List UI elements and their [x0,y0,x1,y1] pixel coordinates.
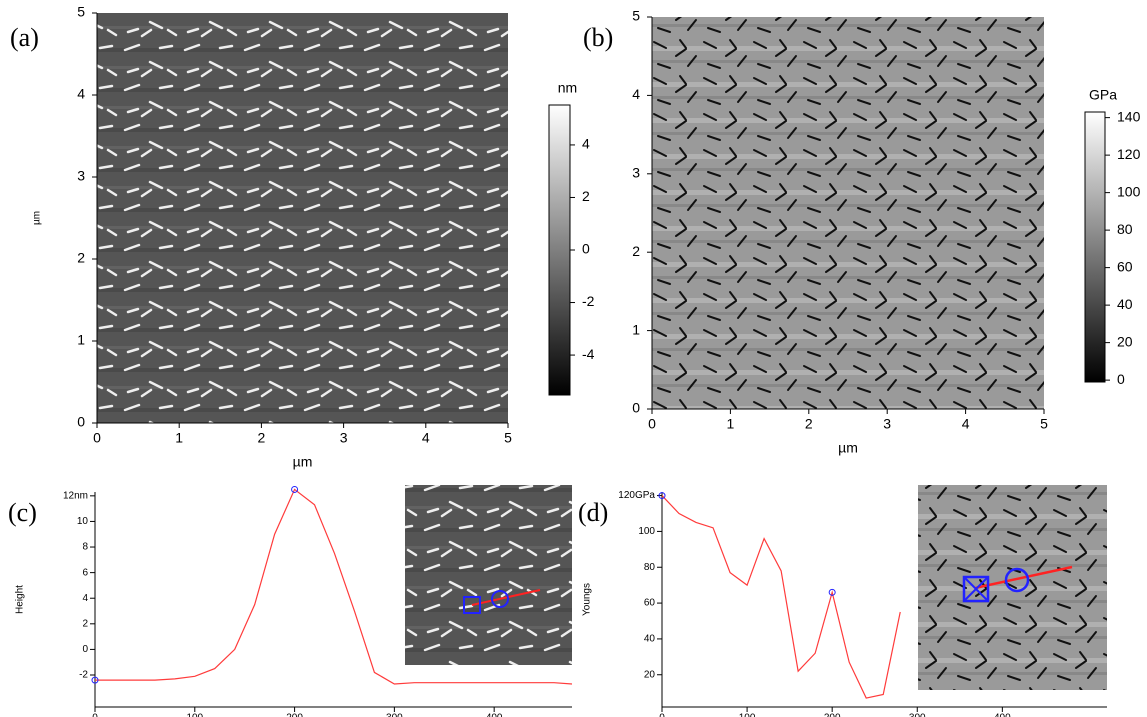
inset-c [405,485,572,665]
y-tick-label: 100 [638,526,655,537]
y-tick-label: 1 [77,332,85,348]
y-tick-label: 3 [77,168,85,184]
y-tick-label: 0 [82,644,88,655]
x-tick-label: 1 [727,416,735,432]
y-axis-label: µm [32,211,43,225]
y-tick-label: 6 [82,567,88,578]
y-tick-label: 2 [77,250,85,266]
x-tick-label: 200 [286,713,303,717]
colorbar-tick-label: 60 [1117,258,1133,274]
y-tick-label: 20 [644,669,656,680]
inset-d [918,485,1107,690]
y-axis-label: Height [15,585,26,614]
colorbar-tick-label: 80 [1117,221,1133,237]
x-tick-label: 3 [340,430,348,446]
afm-image [652,17,1044,409]
x-axis-label: µm [838,440,858,456]
y-tick-label: 0 [77,414,85,430]
cursor-marker [828,588,836,596]
colorbar-tick-label: 2 [582,188,590,204]
x-tick-label: 300 [909,713,926,717]
cursor-marker [91,676,99,684]
panel-label: (d) [578,498,608,527]
y-tick-label: 2 [632,243,640,259]
y-tick-label: 60 [644,598,656,609]
x-tick-label: 0 [93,430,101,446]
colorbar-tick-label: -2 [582,293,595,309]
colorbar-tick-label: -4 [582,346,595,362]
colorbar-tick-label: 140 [1117,108,1141,124]
colorbar [548,104,571,396]
y-tick-label: 5 [632,8,640,24]
x-tick-label: 200 [824,713,841,717]
panel-label: (a) [10,23,39,52]
x-tick-label: 0 [92,713,98,717]
y-tick-label: 80 [644,562,656,573]
x-axis-label: µm [293,454,313,470]
x-tick-label: 3 [883,416,891,432]
x-tick-label: 1 [175,430,183,446]
colorbar-tick-label: 0 [582,241,590,257]
y-tick-label: 10 [77,516,89,527]
y-tick-label: 8 [82,542,88,553]
y-tick-label: 4 [632,86,640,102]
colorbar-tick-label: 100 [1117,183,1141,199]
x-tick-label: 0 [659,713,665,717]
y-tick-label: 1 [632,321,640,337]
x-tick-label: 0 [648,416,656,432]
y-tick-label: 5 [77,4,85,20]
x-tick-label: 100 [739,713,756,717]
line [661,495,901,699]
x-tick-label: 2 [805,416,813,432]
y-tick-label: 120GPa [618,490,655,501]
x-tick-label: 4 [962,416,970,432]
x-tick-label: 2 [258,430,266,446]
y-tick-label: -2 [79,670,88,681]
panel-label: (b) [583,23,613,52]
colorbar-tick-label: 120 [1117,146,1141,162]
colorbar-tick-label: 4 [582,136,590,152]
x-tick-label: 5 [504,430,512,446]
y-axis-label: Youngs [582,583,593,616]
x-tick-label: 100 [186,713,203,717]
y-tick-label: 2 [82,618,88,629]
x-tick-label: 5 [1040,416,1048,432]
colorbar-tick-label: 40 [1117,296,1133,312]
cursor-marker [291,485,299,493]
y-tick-label: 4 [82,593,88,604]
y-tick-label: 4 [77,86,85,102]
y-tick-label: 12nm [63,490,88,501]
y-tick-label: 40 [644,634,656,645]
colorbar-tick-label: 20 [1117,333,1133,349]
panel-label: (c) [8,498,37,527]
colorbar [1084,111,1106,383]
x-tick-label: 400 [486,713,503,717]
line [95,488,573,685]
colorbar-label: GPa [1089,87,1117,103]
x-tick-label: 300 [386,713,403,717]
colorbar-label: nm [558,80,577,96]
cursor-marker [658,492,666,500]
x-tick-label: 4 [422,430,430,446]
x-tick-label: 400 [994,713,1011,717]
y-tick-label: 0 [632,400,640,416]
afm-image [97,13,508,423]
y-tick-label: 3 [632,165,640,181]
colorbar-tick-label: 0 [1117,371,1125,387]
